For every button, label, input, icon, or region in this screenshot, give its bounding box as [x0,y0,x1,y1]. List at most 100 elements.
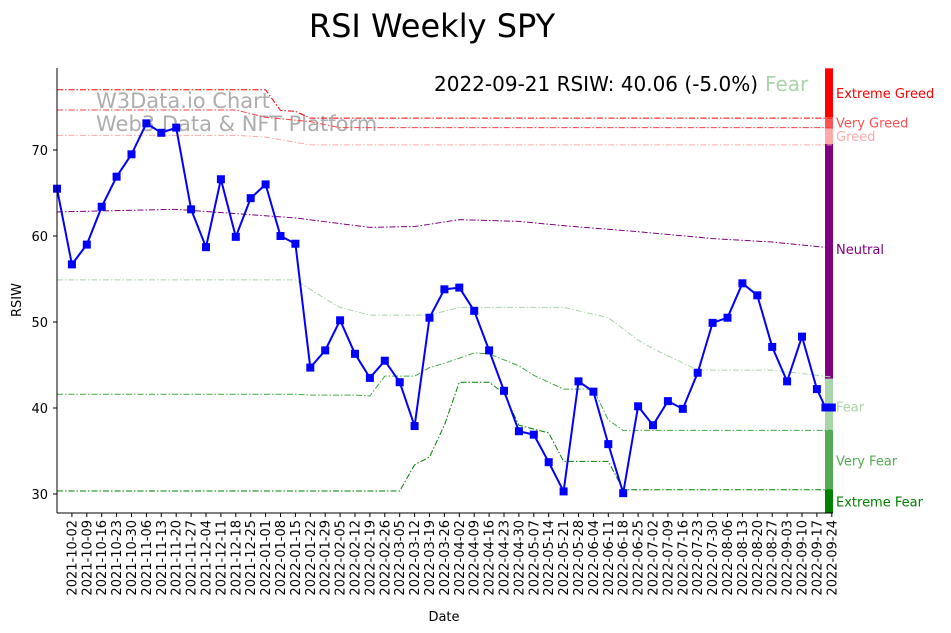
x-tick-label: 2022-07-02 [647,520,662,596]
y-tick-label: 30 [31,488,48,503]
y-tick-label: 60 [31,230,48,245]
x-tick-label: 2022-04-02 [453,520,468,596]
data-point [559,487,568,496]
data-point [291,239,300,248]
data-point [619,489,628,498]
x-tick-label: 2022-03-12 [408,520,423,596]
x-tick-label: 2022-07-16 [676,520,691,596]
x-tick-label: 2022-08-06 [721,520,736,596]
x-tick-label: 2022-01-22 [304,520,319,596]
x-tick-label: 2021-10-23 [110,520,125,596]
data-point [440,285,449,294]
x-tick-label: 2022-02-19 [363,520,378,596]
band-neutral [825,143,833,379]
data-point [589,387,598,396]
y-tick-label: 40 [31,402,48,417]
x-tick-label: 2022-08-27 [766,520,781,596]
y-ticks: 30 40 50 60 70 [31,144,57,503]
x-tick-label: 2022-03-26 [438,520,453,596]
data-point [351,349,359,358]
data-point [514,427,523,436]
x-tick-label: 2022-02-26 [378,520,393,596]
data-point [827,403,836,412]
data-point [821,403,830,412]
data-point [768,342,777,351]
data-point [485,346,494,355]
x-tick-label: 2022-07-23 [691,520,706,596]
threshold-neutral [56,208,832,249]
data-point [395,378,404,387]
x-tick-label: 2022-01-08 [274,520,289,596]
data-point [231,232,240,241]
annotation: 2022-09-21 RSIW: 40.06 (-5.0%) Fear [434,72,809,96]
x-tick-label: 2022-03-05 [393,520,408,596]
x-tick-label: 2022-09-03 [781,520,796,596]
data-point [365,373,374,382]
chart-title: RSI Weekly SPY [309,7,556,45]
band-very-fear [825,430,833,490]
data-point [500,386,508,395]
x-tick-label: 2022-08-13 [736,520,751,596]
data-point [798,332,806,341]
data-point [82,240,91,249]
data-point [67,260,76,269]
data-point [202,243,210,252]
x-tick-label: 2021-11-06 [140,520,155,596]
x-tick-label: 2022-07-09 [661,520,676,596]
data-point [723,313,732,322]
threshold-greed [57,134,832,146]
y-tick-label: 70 [31,144,48,159]
x-tick-label: 2022-02-12 [349,520,364,596]
x-tick-label: 2022-05-21 [557,520,572,596]
x-tick-label: 2021-10-09 [80,520,95,596]
data-point [380,356,389,365]
data-point [97,202,106,211]
band-label: Extreme Greed [836,87,934,102]
data-point [649,421,657,430]
band-label: Greed [836,130,875,145]
x-tick-label: 2022-09-17 [810,520,825,596]
x-tick-label: 2022-04-09 [468,520,483,596]
data-point [216,175,225,184]
data-point [276,232,285,240]
x-tick-label: 2021-12-25 [244,520,259,596]
data-point [753,291,762,300]
data-point [336,316,345,325]
x-tick-label: 2022-01-15 [289,520,304,596]
sentiment-bands [825,68,833,513]
data-point [574,377,583,386]
data-point [261,180,270,189]
data-point [693,368,702,377]
x-ticks: 2021-10-02 2021-10-09 2021-10-16 2021-10-23… [65,513,840,596]
x-tick-label: 2021-12-04 [200,520,215,596]
x-tick-label: 2022-09-10 [796,520,811,596]
band-greed [825,128,833,144]
x-tick-label: 2022-08-20 [751,520,766,596]
threshold-lines [56,89,832,492]
data-point [470,306,479,315]
data-point [738,279,747,288]
data-point [634,402,643,411]
data-point [783,377,792,386]
data-point [663,397,672,406]
x-tick-label: 2022-04-16 [483,520,498,596]
watermark-line1: W3Data.io Chart [96,89,270,113]
y-tick-label: 50 [31,316,48,331]
threshold-very-fear [57,352,832,431]
data-point [708,318,717,327]
x-tick-label: 2022-05-07 [527,520,542,596]
data-point [246,194,255,203]
data-point [678,404,687,413]
band-very-greed [825,117,833,129]
band-label: Fear [836,400,865,415]
x-tick-label: 2022-06-18 [617,520,632,596]
x-tick-label: 2021-10-16 [95,520,110,596]
watermark: W3Data.io Chart Web3 Data & NFT Platform [96,89,377,136]
data-point [604,440,613,449]
x-axis-label: Date [428,610,459,625]
data-point [544,458,553,467]
y-axis-label: RSIW [10,283,25,317]
data-point [321,346,330,355]
x-tick-label: 2022-06-04 [587,520,602,596]
